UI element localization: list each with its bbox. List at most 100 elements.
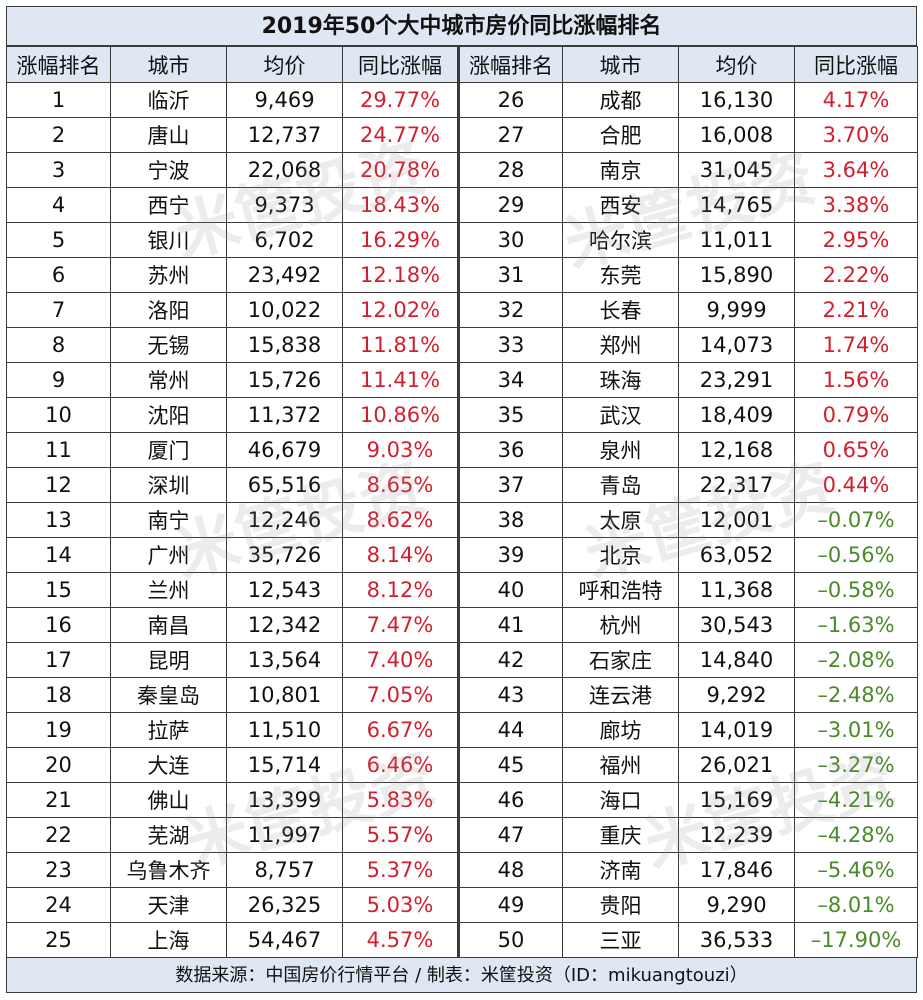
- rank-cell: 36: [457, 432, 563, 468]
- change-cell: 5.83%: [342, 782, 459, 818]
- table-row: 12 深圳 65,516 8.65% 37 青岛 22,317 0.44%: [6, 467, 918, 503]
- change-cell: 0.44%: [794, 467, 918, 503]
- table-row: 3 宁波 22,068 20.78% 28 南京 31,045 3.64%: [6, 152, 918, 188]
- table-row: 16 南昌 12,342 7.47% 41 杭州 30,543 –1.63%: [6, 607, 918, 643]
- price-cell: 54,467: [226, 922, 343, 958]
- table-row: 5 银川 6,702 16.29% 30 哈尔滨 11,011 2.95%: [6, 222, 918, 258]
- city-cell: 佛山: [110, 782, 227, 818]
- rank-cell: 29: [457, 187, 563, 223]
- table-row: 22 芜湖 11,997 5.57% 47 重庆 12,239 –4.28%: [6, 817, 918, 853]
- change-cell: 3.70%: [794, 117, 918, 153]
- change-cell: 16.29%: [342, 222, 459, 258]
- city-cell: 洛阳: [110, 292, 227, 328]
- price-cell: 9,999: [678, 292, 795, 328]
- rank-cell: 5: [6, 222, 111, 258]
- city-cell: 大连: [110, 747, 227, 783]
- source-footer: 数据来源：中国房价行情平台 / 制表：米筐投资（ID：mikuangtouzi）: [6, 957, 917, 993]
- city-cell: 成都: [562, 82, 679, 118]
- price-cell: 15,838: [226, 327, 343, 363]
- change-cell: 8.14%: [342, 537, 459, 573]
- city-cell: 石家庄: [562, 642, 679, 678]
- table-body: 1 临沂 9,469 29.77% 26 成都 16,130 4.17% 2 唐山 12,737 24…: [6, 82, 918, 958]
- rank-cell: 17: [6, 642, 111, 678]
- rank-cell: 45: [457, 747, 563, 783]
- table-row: 25 上海 54,467 4.57% 50 三亚 36,533 –17.90%: [6, 922, 918, 958]
- rank-cell: 26: [457, 82, 563, 118]
- city-cell: 呼和浩特: [562, 572, 679, 608]
- city-cell: 海口: [562, 782, 679, 818]
- rank-cell: 30: [457, 222, 563, 258]
- price-cell: 22,317: [678, 467, 795, 503]
- change-cell: 8.12%: [342, 572, 459, 608]
- table-row: 4 西宁 9,373 18.43% 29 西安 14,765 3.38%: [6, 187, 918, 223]
- price-cell: 35,726: [226, 537, 343, 573]
- change-cell: 12.18%: [342, 257, 459, 293]
- table-row: 9 常州 15,726 11.41% 34 珠海 23,291 1.56%: [6, 362, 918, 398]
- price-cell: 12,342: [226, 607, 343, 643]
- rank-cell: 34: [457, 362, 563, 398]
- rank-cell: 50: [457, 922, 563, 958]
- rank-cell: 2: [6, 117, 111, 153]
- ranking-table: 涨幅排名 城市 均价 同比涨幅 涨幅排名 城市 均价 同比涨幅 1 临沂 9,469…: [6, 46, 918, 958]
- change-cell: 6.46%: [342, 747, 459, 783]
- change-cell: –0.56%: [794, 537, 918, 573]
- price-cell: 12,246: [226, 502, 343, 538]
- change-cell: 29.77%: [342, 82, 459, 118]
- change-cell: 11.41%: [342, 362, 459, 398]
- rank-cell: 1: [6, 82, 111, 118]
- city-cell: 廊坊: [562, 712, 679, 748]
- price-cell: 13,564: [226, 642, 343, 678]
- city-cell: 上海: [110, 922, 227, 958]
- price-cell: 11,510: [226, 712, 343, 748]
- change-cell: –4.21%: [794, 782, 918, 818]
- rank-cell: 18: [6, 677, 111, 713]
- price-cell: 14,840: [678, 642, 795, 678]
- price-cell: 13,399: [226, 782, 343, 818]
- table-row: 20 大连 15,714 6.46% 45 福州 26,021 –3.27%: [6, 747, 918, 783]
- header-change: 同比涨幅: [342, 46, 459, 83]
- price-cell: 46,679: [226, 432, 343, 468]
- rank-cell: 42: [457, 642, 563, 678]
- city-cell: 青岛: [562, 467, 679, 503]
- rank-cell: 35: [457, 397, 563, 433]
- change-cell: 8.65%: [342, 467, 459, 503]
- price-cell: 10,022: [226, 292, 343, 328]
- table-row: 1 临沂 9,469 29.77% 26 成都 16,130 4.17%: [6, 82, 918, 118]
- price-cell: 30,543: [678, 607, 795, 643]
- rank-cell: 43: [457, 677, 563, 713]
- city-cell: 连云港: [562, 677, 679, 713]
- city-cell: 沈阳: [110, 397, 227, 433]
- change-cell: 7.47%: [342, 607, 459, 643]
- change-cell: –5.46%: [794, 852, 918, 888]
- price-cell: 11,368: [678, 572, 795, 608]
- change-cell: –3.01%: [794, 712, 918, 748]
- price-cell: 26,325: [226, 887, 343, 923]
- city-cell: 三亚: [562, 922, 679, 958]
- city-cell: 济南: [562, 852, 679, 888]
- city-cell: 苏州: [110, 257, 227, 293]
- change-cell: 9.03%: [342, 432, 459, 468]
- price-cell: 15,726: [226, 362, 343, 398]
- rank-cell: 8: [6, 327, 111, 363]
- city-cell: 银川: [110, 222, 227, 258]
- city-cell: 南昌: [110, 607, 227, 643]
- rank-cell: 21: [6, 782, 111, 818]
- city-cell: 西宁: [110, 187, 227, 223]
- change-cell: 5.57%: [342, 817, 459, 853]
- change-cell: –2.48%: [794, 677, 918, 713]
- price-cell: 6,702: [226, 222, 343, 258]
- change-cell: –17.90%: [794, 922, 918, 958]
- city-cell: 乌鲁木齐: [110, 852, 227, 888]
- price-cell: 36,533: [678, 922, 795, 958]
- rank-cell: 10: [6, 397, 111, 433]
- rank-cell: 46: [457, 782, 563, 818]
- price-cell: 23,492: [226, 257, 343, 293]
- rank-cell: 24: [6, 887, 111, 923]
- rank-cell: 48: [457, 852, 563, 888]
- city-cell: 拉萨: [110, 712, 227, 748]
- table-row: 6 苏州 23,492 12.18% 31 东莞 15,890 2.22%: [6, 257, 918, 293]
- header-price: 均价: [226, 46, 343, 83]
- city-cell: 厦门: [110, 432, 227, 468]
- change-cell: –4.28%: [794, 817, 918, 853]
